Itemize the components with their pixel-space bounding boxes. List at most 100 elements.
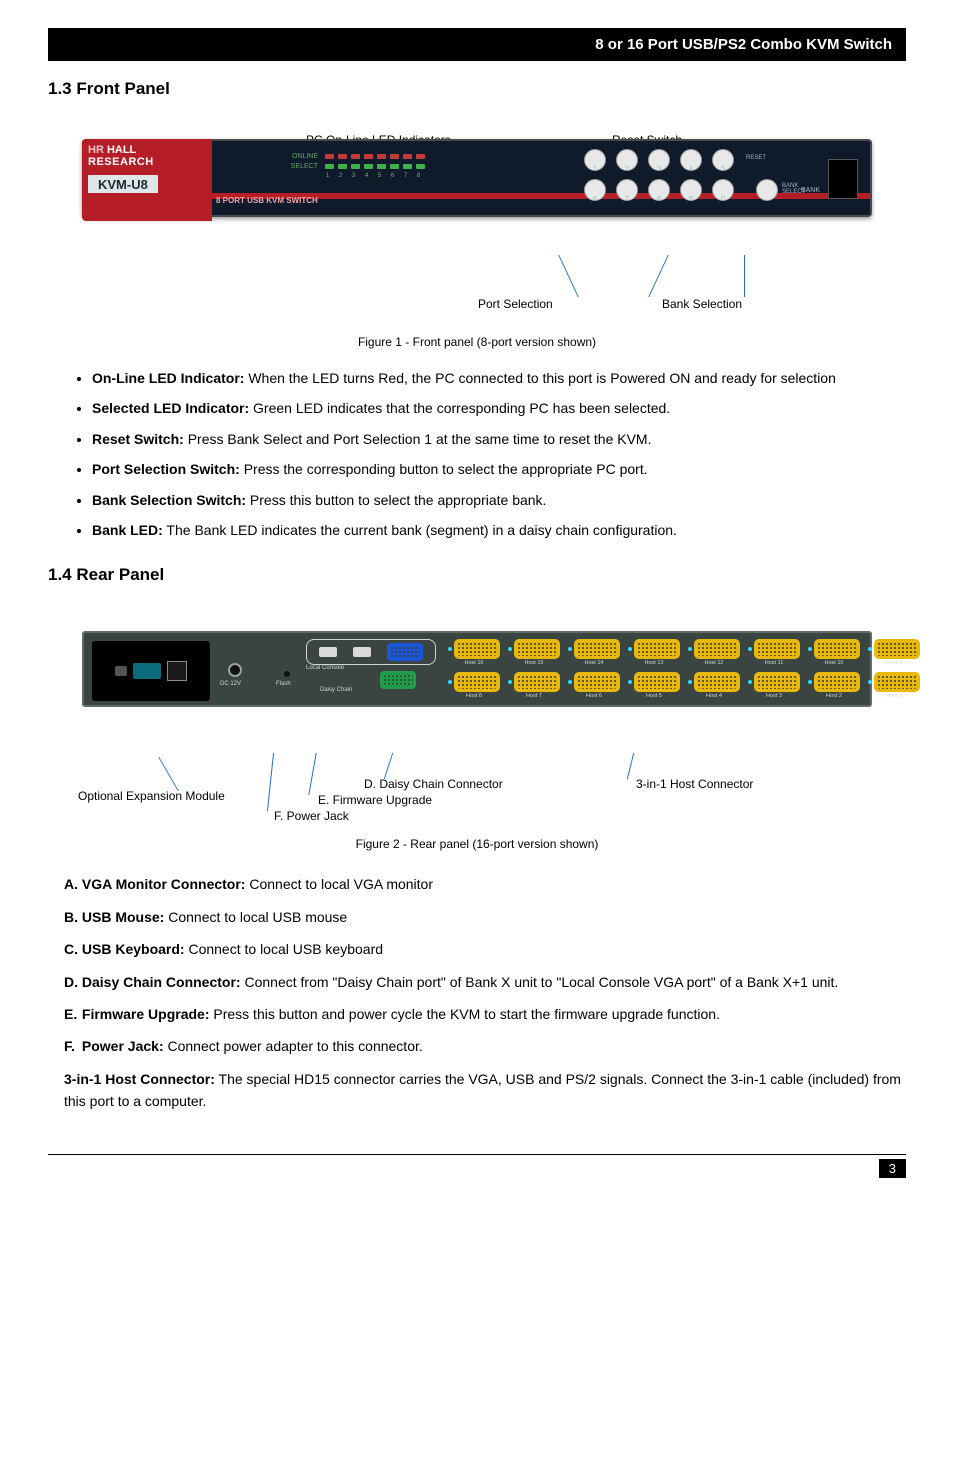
callout-firmware: E. Firmware Upgrade: [318, 793, 432, 807]
list-item: Selected LED Indicator: Green LED indica…: [92, 397, 906, 419]
online-led: [364, 154, 373, 159]
host-led: [868, 647, 872, 651]
list-item: F. Power Jack: Connect power adapter to …: [64, 1035, 906, 1057]
host-port: Host 16: [448, 639, 500, 666]
online-led: [390, 154, 399, 159]
list-item: Bank LED: The Bank LED indicates the cur…: [92, 519, 906, 541]
led-number: 6: [388, 173, 397, 179]
host-vga-connector: [634, 639, 680, 659]
port-button-number: 1: [584, 166, 606, 173]
host-vga-connector: [814, 672, 860, 692]
host-port: Host 7: [508, 672, 560, 699]
bank-label: BANK: [801, 187, 820, 194]
host-port-grid: Host 16Host 15Host 14Host 13Host 12Host …: [448, 639, 920, 699]
host-port: Host 10: [808, 639, 860, 666]
firmware-flash-button[interactable]: [284, 671, 290, 677]
host-label: Host 9: [886, 660, 902, 666]
callout-power: F. Power Jack: [274, 809, 349, 823]
host-led: [808, 680, 812, 684]
list-item: B. USB Mouse: Connect to local USB mouse: [64, 906, 906, 928]
list-item: C. USB Keyboard: Connect to local USB ke…: [64, 938, 906, 960]
device-subtitle: 8 PORT USB KVM SWITCH: [216, 196, 318, 205]
online-led: [403, 154, 412, 159]
host-led: [868, 680, 872, 684]
front-figure-caption: Figure 1 - Front panel (8-port version s…: [48, 335, 906, 349]
rj45-port: [167, 661, 187, 681]
host-label: Host 16: [465, 660, 484, 666]
host-vga-connector: [454, 672, 500, 692]
host-label: Host 11: [765, 660, 784, 666]
item-term: USB Keyboard:: [78, 941, 185, 957]
power-jack: [228, 663, 242, 677]
list-item: E. Firmware Upgrade: Press this button a…: [64, 1003, 906, 1025]
item-term: Daisy Chain Connector:: [78, 974, 241, 990]
host-vga-connector: [874, 672, 920, 692]
host-label: Host 3: [766, 693, 782, 699]
front-panel-heading: 1.3 Front Panel: [48, 79, 906, 99]
page-number: 3: [879, 1159, 906, 1178]
host-vga-connector: [514, 639, 560, 659]
online-led: [416, 154, 425, 159]
callout-bank-selection: Bank Selection: [662, 297, 742, 311]
host-label: Host 14: [585, 660, 604, 666]
vga-monitor-port: [387, 643, 423, 661]
host-vga-connector: [454, 639, 500, 659]
host-led: [688, 680, 692, 684]
host-vga-connector: [874, 639, 920, 659]
host-led: [748, 680, 752, 684]
bullet-term: Bank Selection Switch:: [92, 492, 246, 508]
host-port: Host 4: [688, 672, 740, 699]
usb-mouse-port: [353, 647, 371, 657]
list-item: D. Daisy Chain Connector: Connect from "…: [64, 971, 906, 993]
host-port: Host 15: [508, 639, 560, 666]
list-item: Reset Switch: Press Bank Select and Port…: [92, 428, 906, 450]
host-port: Host 14: [568, 639, 620, 666]
led-number: 7: [401, 173, 410, 179]
item-index: E.: [64, 1003, 78, 1025]
online-led: [377, 154, 386, 159]
host-led: [748, 647, 752, 651]
select-led: [364, 164, 373, 169]
usb-keyboard-port: [319, 647, 337, 657]
online-led: [325, 154, 334, 159]
list-item: Bank Selection Switch: Press this button…: [92, 489, 906, 511]
host-vga-connector: [634, 672, 680, 692]
bank-select-button[interactable]: [756, 179, 778, 201]
bullet-term: Reset Switch:: [92, 431, 184, 447]
host-port: Host 5: [628, 672, 680, 699]
bullet-term: On-Line LED Indicator:: [92, 370, 244, 386]
led-number: 8: [414, 173, 423, 179]
callout-port-selection: Port Selection: [478, 297, 553, 311]
led-number: 5: [375, 173, 384, 179]
rear-figure: C. USB Keyboard B. USB Mouse A. VGA Moni…: [48, 631, 906, 851]
select-led: [377, 164, 386, 169]
led-number: 4: [362, 173, 371, 179]
online-led-label: ONLINE: [284, 153, 318, 160]
select-led: [390, 164, 399, 169]
host-vga-connector: [814, 639, 860, 659]
host-label: Host 10: [825, 660, 844, 666]
host-vga-connector: [514, 672, 560, 692]
rear-panel-device: DC 12V Flash Local Console Daisy Chain H…: [82, 631, 872, 707]
host-led: [508, 647, 512, 651]
host-port: Host 9: [868, 639, 920, 666]
model-label: KVM-U8: [88, 175, 158, 194]
item-index: C.: [64, 938, 78, 960]
host-vga-connector: [574, 672, 620, 692]
host-label: Host 2: [826, 693, 842, 699]
rear-panel-heading: 1.4 Rear Panel: [48, 565, 906, 585]
bullet-term: Bank LED:: [92, 522, 163, 538]
host-vga-connector: [754, 672, 800, 692]
front-panel-device: HR HALL RESEARCH KVM-U8 8 PORT USB KVM S…: [82, 139, 872, 217]
serial-port: [133, 663, 161, 679]
port-button-number: 3: [648, 166, 670, 173]
daisy-chain-label: Daisy Chain: [320, 687, 352, 693]
host-label: Host 12: [705, 660, 724, 666]
rear-figure-caption: Figure 2 - Rear panel (16-port version s…: [48, 837, 906, 851]
select-led-label: SELECT: [284, 163, 318, 170]
select-led: [403, 164, 412, 169]
host-label: Host 4: [706, 693, 722, 699]
item-index: A.: [64, 873, 78, 895]
callout-optional-module: Optional Expansion Module: [78, 789, 225, 803]
callout-daisy-chain: D. Daisy Chain Connector: [364, 777, 503, 791]
